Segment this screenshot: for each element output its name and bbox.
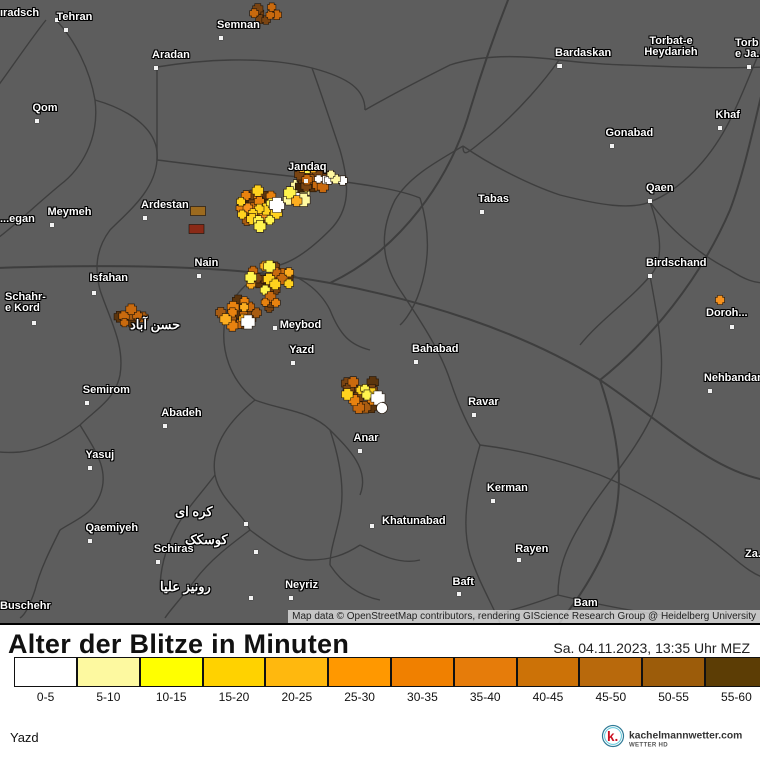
svg-text:kachelmannwetter.com: kachelmannwetter.com [629, 731, 742, 742]
svg-text:k.: k. [607, 729, 618, 744]
svg-text:WETTER HD: WETTER HD [629, 742, 668, 749]
